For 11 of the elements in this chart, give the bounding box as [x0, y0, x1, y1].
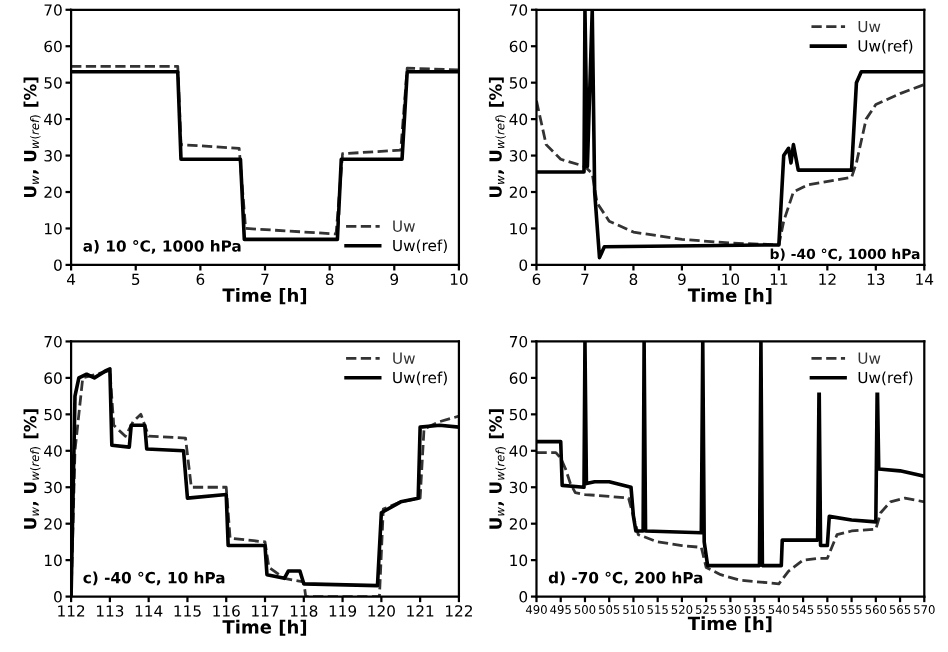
line-series [536, 451, 925, 586]
x-axis-title: Time [h] [222, 288, 307, 305]
y-axis-title: U$_{w}$, U$_{w(ref)}$ [%] [488, 409, 506, 529]
y-axis-title: U$_{w}$, U$_{w(ref)}$ [%] [23, 77, 41, 198]
x-axis-title: Time [h] [687, 616, 772, 633]
x-axis-title: Time [h] [687, 288, 772, 305]
y-axis-title: U$_{w}$, U$_{w(ref)}$ [%] [23, 409, 41, 529]
line-series [536, 83, 925, 247]
y-axis-title: U$_{w}$, U$_{w(ref)}$ [%] [488, 77, 506, 198]
x-axis-title: Time [h] [222, 619, 307, 636]
line-series [536, 9, 925, 260]
